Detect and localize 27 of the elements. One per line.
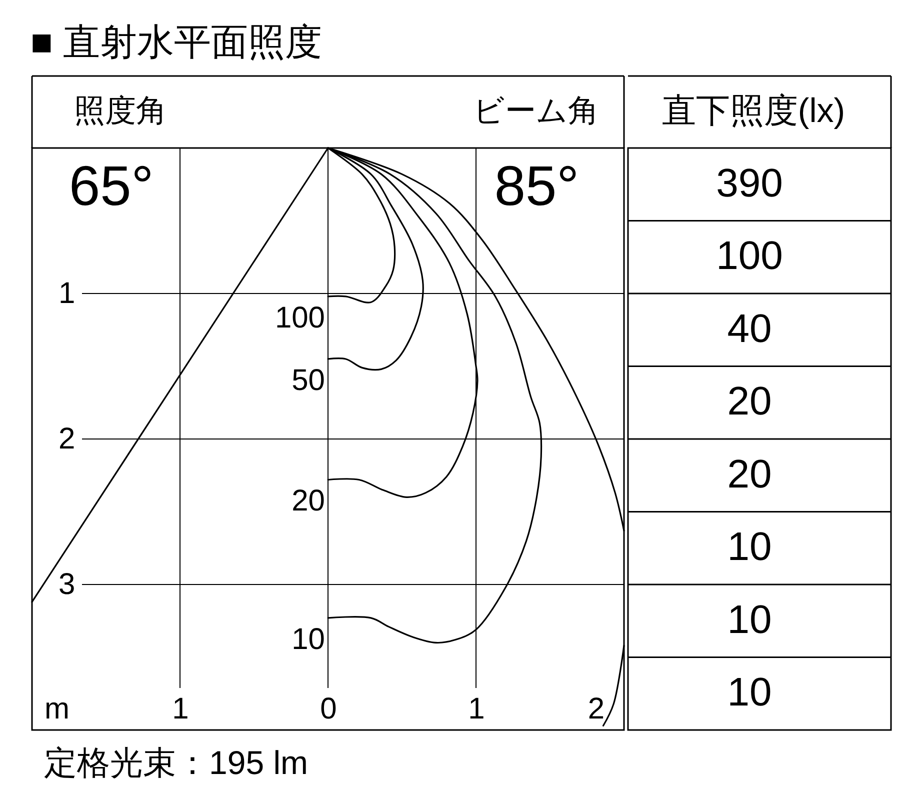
x-tick-label: 2 [588,692,604,726]
text: 10 [727,525,772,570]
x-tick-label: 1 [172,692,189,726]
y-tick-label: 1 [58,277,76,310]
annotation: 65° [69,154,154,217]
text: 20 [727,380,772,424]
series-label: 10 [292,622,325,656]
text: 100 [716,234,783,278]
text: 照度角 [74,93,167,128]
text: 10 [727,598,772,642]
x-tick-label: 1 [468,692,485,726]
text: 390 [716,161,783,206]
text: ビーム角 [473,93,599,128]
chart-title: ■ 直射水平面照度 [30,22,322,62]
text: 定格光束：195 lm [44,744,308,781]
text: 20 [727,452,772,496]
series-label: 100 [274,301,325,334]
y-tick-label: 3 [58,568,76,601]
x-tick-label: 0 [320,692,337,726]
series-label: 50 [292,364,325,397]
annotation: 85° [494,154,579,217]
series-label: 20 [292,484,325,518]
text: 10 [727,670,772,715]
y-tick-label: 2 [58,422,76,456]
x-axis-title: m [44,692,70,726]
text: 直下照度(lx) [662,92,846,130]
text: 40 [727,306,772,351]
